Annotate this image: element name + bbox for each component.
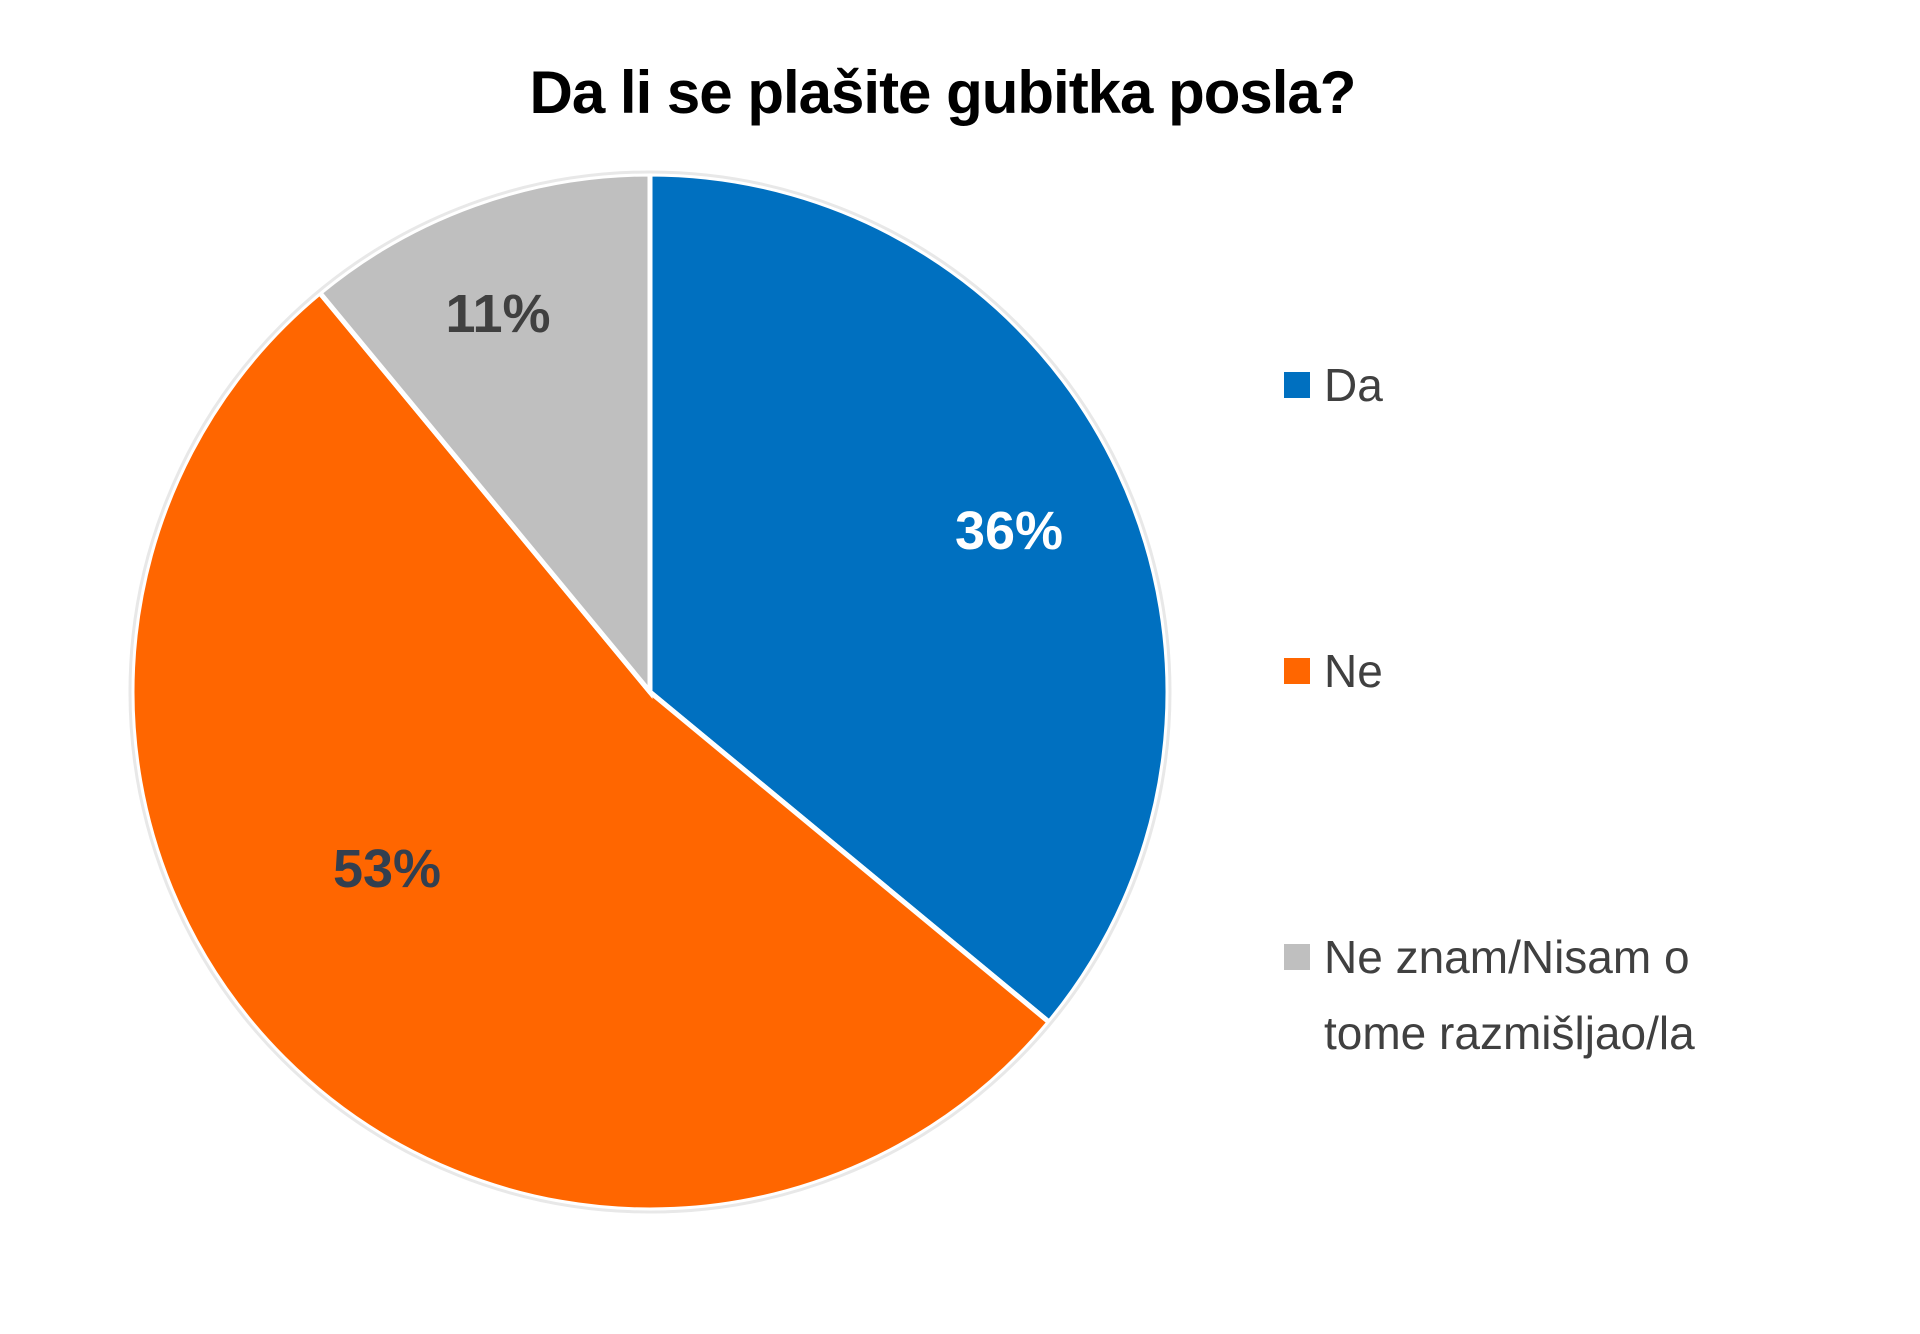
legend-item: Ne znam/Nisam o tome razmišljao/la — [1284, 919, 1695, 1071]
legend-swatch — [1284, 372, 1310, 398]
legend-item: Ne — [1284, 633, 1383, 709]
pie-slice — [647, 171, 1171, 1026]
legend-swatch — [1284, 658, 1310, 684]
data-label: 36% — [955, 501, 1063, 561]
chart-title: Da li se plašite gubitka posla? — [529, 59, 1357, 126]
data-label: 11% — [445, 284, 550, 344]
data-label: 53% — [333, 839, 441, 899]
pie-slice — [316, 171, 653, 699]
legend-item: Da — [1284, 347, 1383, 423]
pie-outline — [128, 170, 1172, 1214]
legend-label: Ne — [1324, 645, 1383, 697]
legend-label: Ne znam/Nisam o tome razmišljao/la — [1324, 931, 1695, 1059]
pie-slice — [129, 289, 1053, 1213]
legend-swatch — [1284, 944, 1310, 970]
legend-label: Da — [1324, 359, 1383, 411]
